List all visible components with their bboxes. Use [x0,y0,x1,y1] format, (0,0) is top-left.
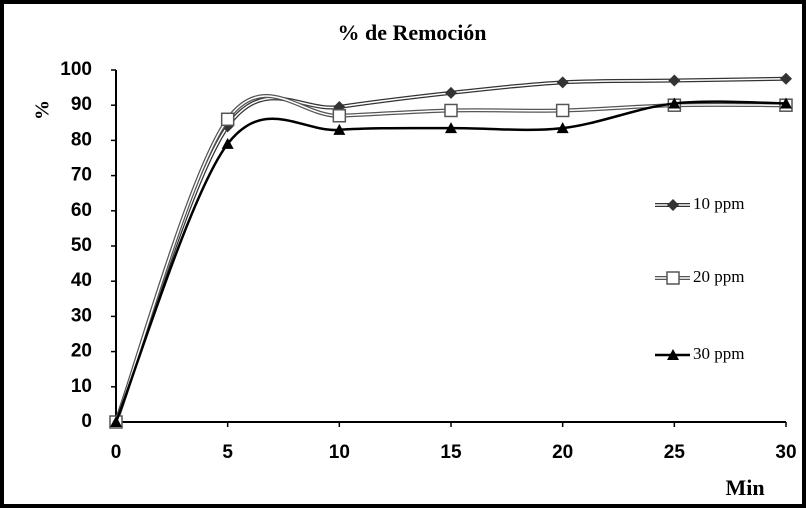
y-tick-label: 30 [71,305,92,326]
chart-title: % de Remoción [337,20,486,45]
marker-square [666,271,680,285]
y-tick-label: 80 [71,129,92,150]
x-tick-label: 10 [329,442,350,463]
x-tick-label: 5 [222,442,233,463]
legend-label: 10 ppm [693,194,744,213]
x-tick-label: 15 [440,442,462,463]
legend-label: 30 ppm [693,344,744,363]
y-tick-label: 50 [71,235,92,256]
legend-label: 20 ppm [693,267,744,286]
y-tick-label: 70 [71,165,92,186]
y-tick-label: 100 [60,59,92,80]
marker-diamond [780,72,792,85]
series-line [114,100,787,423]
marker-triangle [110,416,122,427]
x-tick-label: 0 [111,442,122,463]
marker-triangle [445,122,457,134]
y-tick-label: 90 [71,94,92,115]
marker-triangle [667,349,679,360]
x-tick-label: 30 [775,442,796,463]
marker-diamond [668,74,681,87]
x-tick-label: 20 [552,442,573,463]
marker-diamond [445,86,457,99]
x-axis-label: Min [725,475,764,500]
marker-square [444,103,458,118]
marker-triangle [333,123,346,135]
marker-square [220,112,235,127]
marker-triangle [780,97,792,109]
marker-square [332,109,347,123]
y-tick-label: 60 [71,200,92,221]
marker-diamond [556,76,569,89]
marker-triangle [556,122,569,134]
y-axis-label: % [32,100,54,120]
y-tick-label: 20 [71,341,92,362]
marker-diamond [667,199,679,211]
y-tick-label: 10 [71,376,92,397]
x-tick-label: 25 [664,442,686,463]
y-tick-label: 0 [81,411,92,432]
marker-triangle [221,137,234,149]
marker-square [555,103,570,118]
y-tick-label: 40 [71,270,92,291]
marker-triangle [668,97,681,109]
